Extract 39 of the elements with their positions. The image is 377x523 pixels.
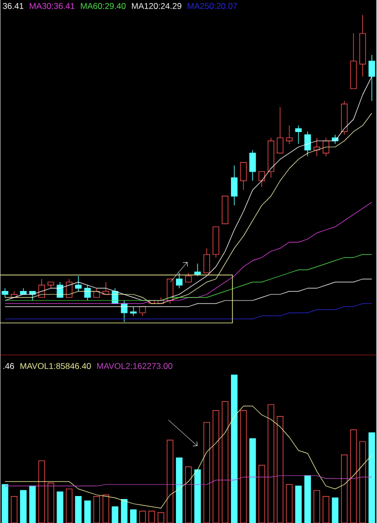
bar	[249, 438, 256, 523]
candlestick	[276, 106, 284, 154]
bar	[194, 469, 201, 523]
text: 36.41	[3, 3, 24, 9]
candlestick	[249, 150, 256, 182]
bar	[20, 490, 27, 523]
candlestick	[38, 278, 46, 298]
candlestick	[176, 272, 183, 289]
text: .46	[3, 363, 14, 369]
candlestick	[84, 284, 91, 301]
text: MA60:29.40	[81, 3, 126, 9]
candlestick	[286, 125, 293, 144]
candlestick	[295, 125, 302, 144]
candlestick	[130, 306, 137, 316]
candlestick	[75, 276, 82, 292]
text: MA250:20.07	[188, 3, 238, 9]
candlestick	[66, 278, 73, 298]
candlestick	[304, 131, 311, 157]
bar	[295, 486, 302, 523]
candlestick	[185, 272, 192, 282]
candlestick	[121, 300, 128, 322]
candlestick	[231, 165, 238, 206]
candlestick	[240, 162, 247, 190]
bar	[84, 500, 91, 523]
candlestick	[258, 171, 266, 188]
candlestick	[56, 282, 64, 298]
bar	[304, 475, 311, 523]
bar	[29, 486, 36, 523]
candlestick	[368, 54, 376, 102]
candlestick	[94, 288, 100, 298]
candlestick	[2, 288, 8, 298]
candlestick	[314, 137, 320, 157]
candlestick	[204, 248, 210, 274]
text: MAVOL2:162273.00	[97, 363, 172, 369]
text: MA120:24.29	[132, 3, 182, 9]
text: MAVOL1:85846.40	[20, 363, 91, 369]
text: MA30:36.41	[30, 3, 75, 9]
candlestick	[194, 263, 201, 276]
bar	[130, 509, 137, 523]
